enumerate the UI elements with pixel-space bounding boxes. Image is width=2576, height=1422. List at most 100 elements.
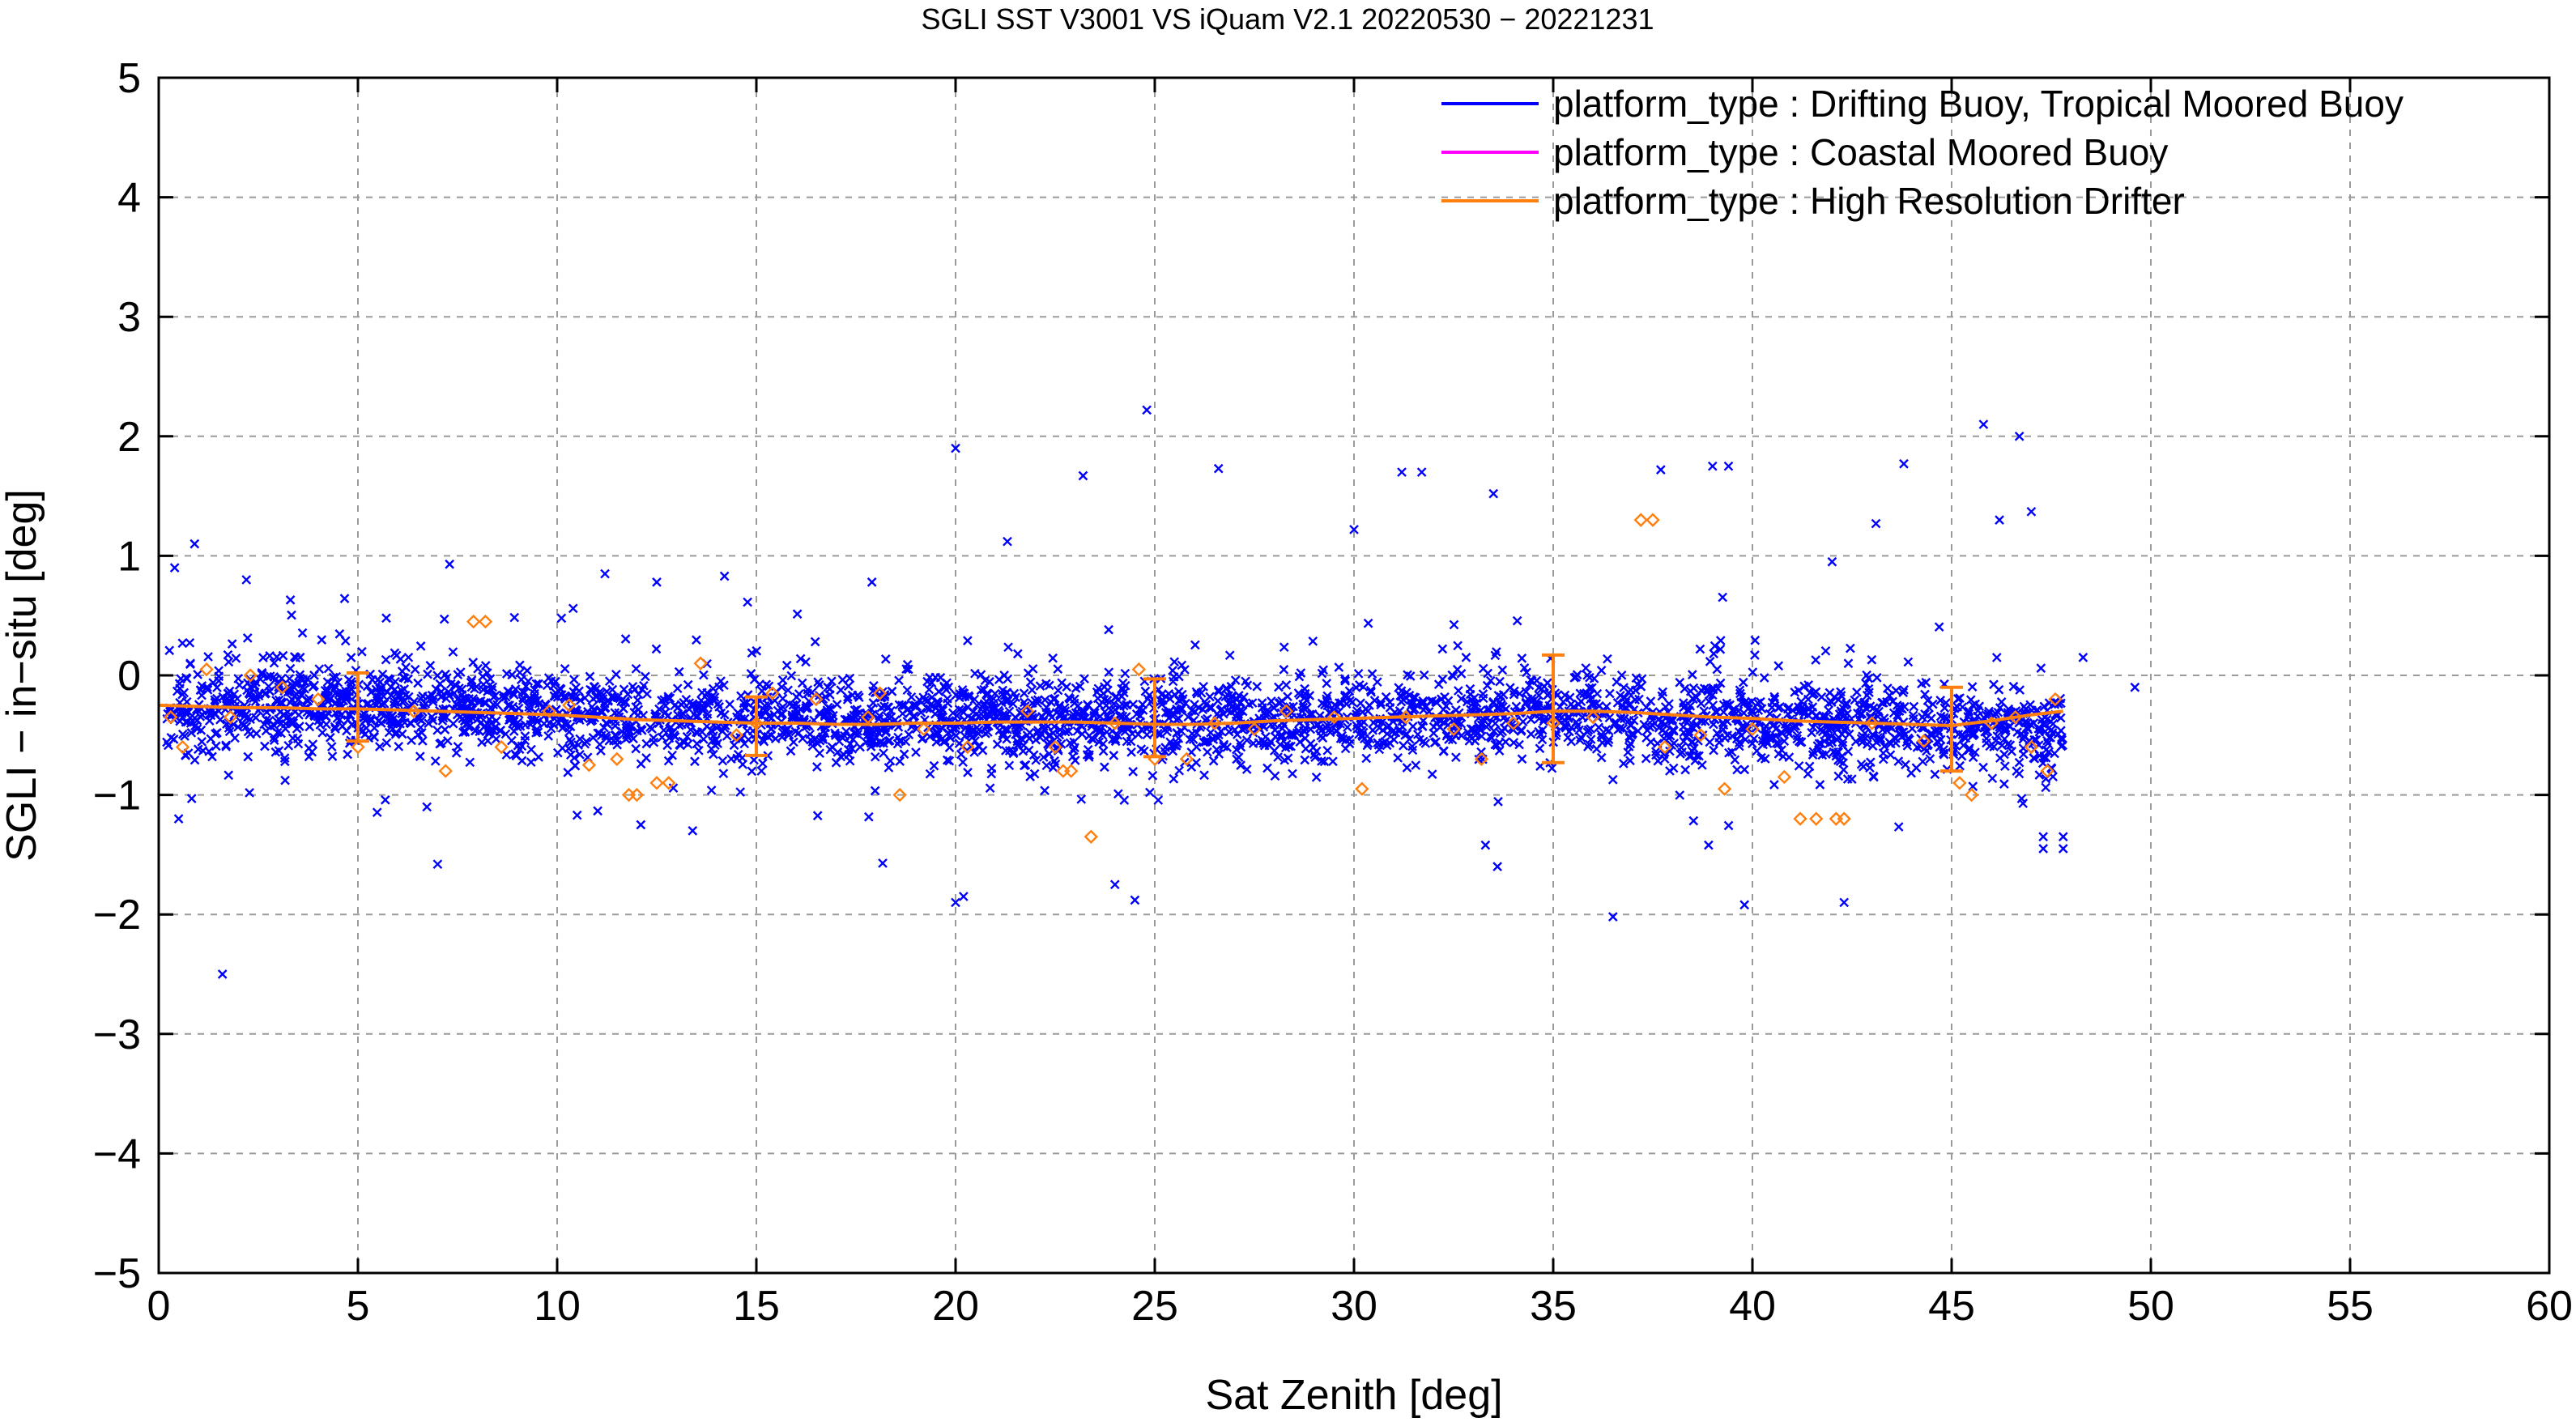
blue-point (1901, 760, 1910, 770)
error-bar (347, 671, 369, 743)
blue-point (1659, 734, 1669, 743)
blue-point (468, 694, 479, 704)
blue-point (1697, 760, 1707, 770)
blue-point (300, 677, 311, 688)
blue-point (1707, 690, 1718, 700)
blue-point (1838, 758, 1848, 768)
blue-point (662, 740, 672, 751)
blue-point (1294, 671, 1305, 682)
blue-point (1492, 704, 1503, 714)
blue-point (1257, 698, 1267, 708)
blue-point (870, 751, 880, 762)
blue-point (1325, 724, 1335, 734)
blue-point (1022, 730, 1033, 740)
blue-point (360, 729, 370, 739)
blue-point (1803, 768, 1813, 779)
blue-point (1629, 715, 1639, 726)
blue-point (1952, 694, 1963, 704)
blue-point (787, 713, 798, 724)
blue-point (211, 729, 220, 739)
blue-point (874, 714, 884, 724)
blue-point (1252, 681, 1262, 692)
blue-point (926, 700, 935, 710)
blue-point (1180, 665, 1190, 675)
blue-point (1836, 691, 1846, 700)
blue-point (1968, 728, 1978, 739)
blue-point (1516, 726, 1526, 736)
blue-point (1897, 727, 1907, 738)
blue-point (1198, 705, 1208, 715)
blue-point (621, 722, 632, 733)
orange-point (1355, 781, 1369, 796)
blue-point (1498, 701, 1508, 712)
blue-point (241, 722, 252, 732)
blue-point (457, 690, 467, 700)
blue-point (280, 724, 291, 734)
blue-point (647, 724, 657, 734)
blue-point (702, 688, 712, 698)
blue-point (362, 681, 373, 692)
blue-point (944, 743, 955, 752)
blue-point (1899, 458, 1909, 469)
blue-point (503, 686, 513, 696)
blue-point (1641, 702, 1651, 713)
blue-point (1308, 636, 1318, 646)
blue-point (1311, 772, 1322, 782)
blue-point (1612, 677, 1622, 688)
legend-label: platform_type : High Resolution Drifter (1553, 180, 2185, 222)
x-tick-label: 0 (147, 1283, 171, 1330)
blue-point (1560, 690, 1570, 700)
blue-point (189, 539, 200, 549)
blue-point (1882, 696, 1892, 707)
blue-point (1877, 725, 1888, 734)
blue-point (377, 683, 387, 693)
blue-point (1720, 733, 1730, 743)
blue-point (1224, 650, 1235, 661)
blue-point (1162, 726, 1172, 737)
blue-point (1867, 654, 1877, 665)
blue-point (824, 690, 835, 700)
blue-point (1867, 741, 1878, 751)
blue-point (1092, 687, 1102, 697)
blue-point (1330, 700, 1340, 710)
blue-point (1696, 698, 1706, 709)
blue-point (455, 667, 466, 677)
blue-point (1692, 692, 1701, 703)
blue-point (394, 741, 404, 751)
x-tick-label: 60 (2526, 1283, 2573, 1330)
blue-point (1270, 725, 1280, 735)
blue-point (1280, 743, 1291, 753)
blue-point (2046, 725, 2057, 735)
blue-point (564, 743, 574, 754)
blue-point (2039, 701, 2050, 712)
blue-point (702, 709, 713, 719)
blue-point (1965, 695, 1976, 705)
blue-point (1033, 695, 1043, 705)
blue-point (1773, 739, 1783, 749)
y-axis-label: SGLI − in−situ [deg] (0, 489, 45, 862)
blue-point (1115, 710, 1126, 721)
blue-point (224, 717, 234, 728)
blue-point (415, 722, 426, 733)
blue-point (448, 647, 458, 657)
orange-point (916, 722, 931, 737)
blue-point (1651, 750, 1661, 760)
blue-point (520, 731, 530, 741)
blue-point (1478, 693, 1488, 704)
blue-point (448, 718, 458, 729)
blue-point (1497, 665, 1508, 675)
blue-point (407, 735, 416, 746)
blue-point (1407, 722, 1418, 731)
blue-point (1588, 699, 1599, 709)
blue-point (330, 724, 340, 734)
y-tick-label: 2 (117, 414, 141, 461)
blue-point (985, 677, 994, 687)
blue-point (1367, 669, 1377, 679)
blue-point (1882, 683, 1893, 693)
blue-point (279, 709, 290, 720)
blue-point (526, 694, 535, 705)
blue-point (1842, 774, 1853, 784)
blue-point (422, 802, 432, 812)
blue-point (884, 702, 894, 713)
blue-point (1473, 722, 1484, 731)
